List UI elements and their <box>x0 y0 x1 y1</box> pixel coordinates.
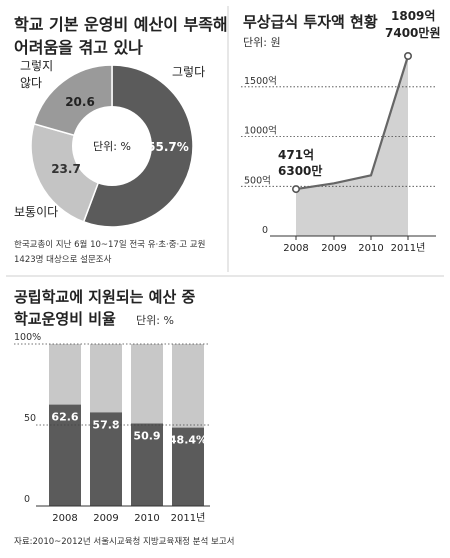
y-tick-label: 50 <box>24 413 36 424</box>
bar-value-label: 50.9 <box>133 430 160 443</box>
bar-remainder <box>131 344 163 424</box>
x-tick-label: 2010 <box>358 243 383 254</box>
investment-unit: 단위: 원 <box>243 36 281 49</box>
survey-note-line-1: 한국교총이 지난 6월 10~17일 전국 유·초·중·고 교원 <box>14 239 205 250</box>
investment-point-marker <box>291 185 300 194</box>
x-tick-label: 2009 <box>93 513 118 524</box>
y-tick-label: 100% <box>14 332 41 343</box>
investment-annotation: 471억 <box>278 148 314 162</box>
x-tick-label: 2008 <box>283 243 308 254</box>
ratio-bar-chart: 62.6200857.8200950.9201048.4%2011년050100… <box>14 332 210 524</box>
y-tick-label: 0 <box>262 225 268 236</box>
bar-value-label: 62.6 <box>51 411 78 424</box>
meal-investment-panel: 무상급식 투자액 현황 단위: 원 0 500억 1000억 1500억 2008 200… <box>241 9 440 254</box>
y-tick-label: 1500억 <box>244 75 277 87</box>
slice-category-label-neutral: 보통이다 <box>14 205 58 219</box>
x-tick-label: 2011년 <box>391 242 426 254</box>
y-tick-label: 0 <box>24 494 30 505</box>
y-tick-label: 500억 <box>244 174 271 186</box>
slice-category-label-no-line-1: 그렇지 <box>20 58 53 73</box>
slice-value-label-neutral: 23.7 <box>51 162 81 176</box>
investment-point-marker <box>403 51 412 60</box>
investment-annotation: 6300만 <box>278 163 322 178</box>
survey-panel: 학교 기본 운영비 예산이 부족해 어려움을 겪고 있나 단위: % 55.7%… <box>14 15 228 265</box>
x-tick-label: 2010 <box>134 513 159 524</box>
bar-value-label: 48.4% <box>169 434 207 447</box>
survey-title-line-1: 학교 기본 운영비 예산이 부족해 <box>14 15 228 34</box>
investment-line-chart: 0 500억 1000억 1500억 2008 2009 2010 2011년 471억6300… <box>241 9 440 254</box>
bar-operating-cost <box>172 427 204 506</box>
x-tick-label: 2011년 <box>171 512 206 524</box>
bar-remainder <box>49 344 81 405</box>
bar-remainder <box>172 344 204 428</box>
investment-line <box>295 55 410 191</box>
investment-title: 무상급식 투자액 현황 <box>243 13 378 31</box>
ratio-unit: 단위: % <box>136 314 174 327</box>
slice-category-label-no-line-2: 않다 <box>20 76 42 90</box>
source-note: 자료:2010~2012년 서울시교육청 지방교육재정 분석 보고서 <box>14 536 234 547</box>
ratio-title-line-1: 공립학교에 지원되는 예산 중 <box>14 288 195 306</box>
slice-value-label-yes: 55.7% <box>147 140 189 154</box>
y-tick-label: 1000억 <box>244 125 277 137</box>
investment-area <box>296 56 408 236</box>
bar-operating-cost <box>90 412 122 506</box>
donut-center-label: 단위: % <box>93 140 131 153</box>
investment-annotation: 7400만원 <box>385 25 440 40</box>
donut-hole <box>72 106 152 186</box>
x-tick-label: 2008 <box>52 513 77 524</box>
bar-operating-cost <box>49 404 81 506</box>
investment-annotation: 1809억 <box>391 9 435 23</box>
budget-ratio-panel: 공립학교에 지원되는 예산 중 학교운영비 비율 단위: % 62.6 2008 5… <box>14 288 210 524</box>
survey-title-line-2: 어려움을 겪고 있나 <box>14 38 143 57</box>
survey-note-line-2: 1423명 대상으로 설문조사 <box>14 254 112 265</box>
bar-remainder <box>90 344 122 413</box>
slice-category-label-yes: 그렇다 <box>172 64 205 79</box>
slice-value-label-no: 20.6 <box>65 95 95 109</box>
x-tick-label: 2009 <box>321 243 346 254</box>
ratio-title-line-2: 학교운영비 비율 <box>14 310 116 328</box>
bar-operating-cost <box>131 423 163 506</box>
